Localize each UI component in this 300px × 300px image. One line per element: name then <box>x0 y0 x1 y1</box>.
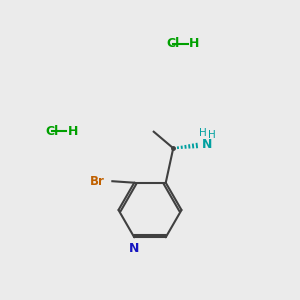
Text: Cl: Cl <box>167 37 180 50</box>
Text: N: N <box>129 242 140 255</box>
Text: Cl: Cl <box>45 125 58 138</box>
Text: N: N <box>202 138 212 151</box>
Text: H: H <box>208 130 216 140</box>
Text: H: H <box>68 125 78 138</box>
Text: H: H <box>189 37 200 50</box>
Text: Br: Br <box>89 175 104 188</box>
Text: H: H <box>199 128 206 138</box>
